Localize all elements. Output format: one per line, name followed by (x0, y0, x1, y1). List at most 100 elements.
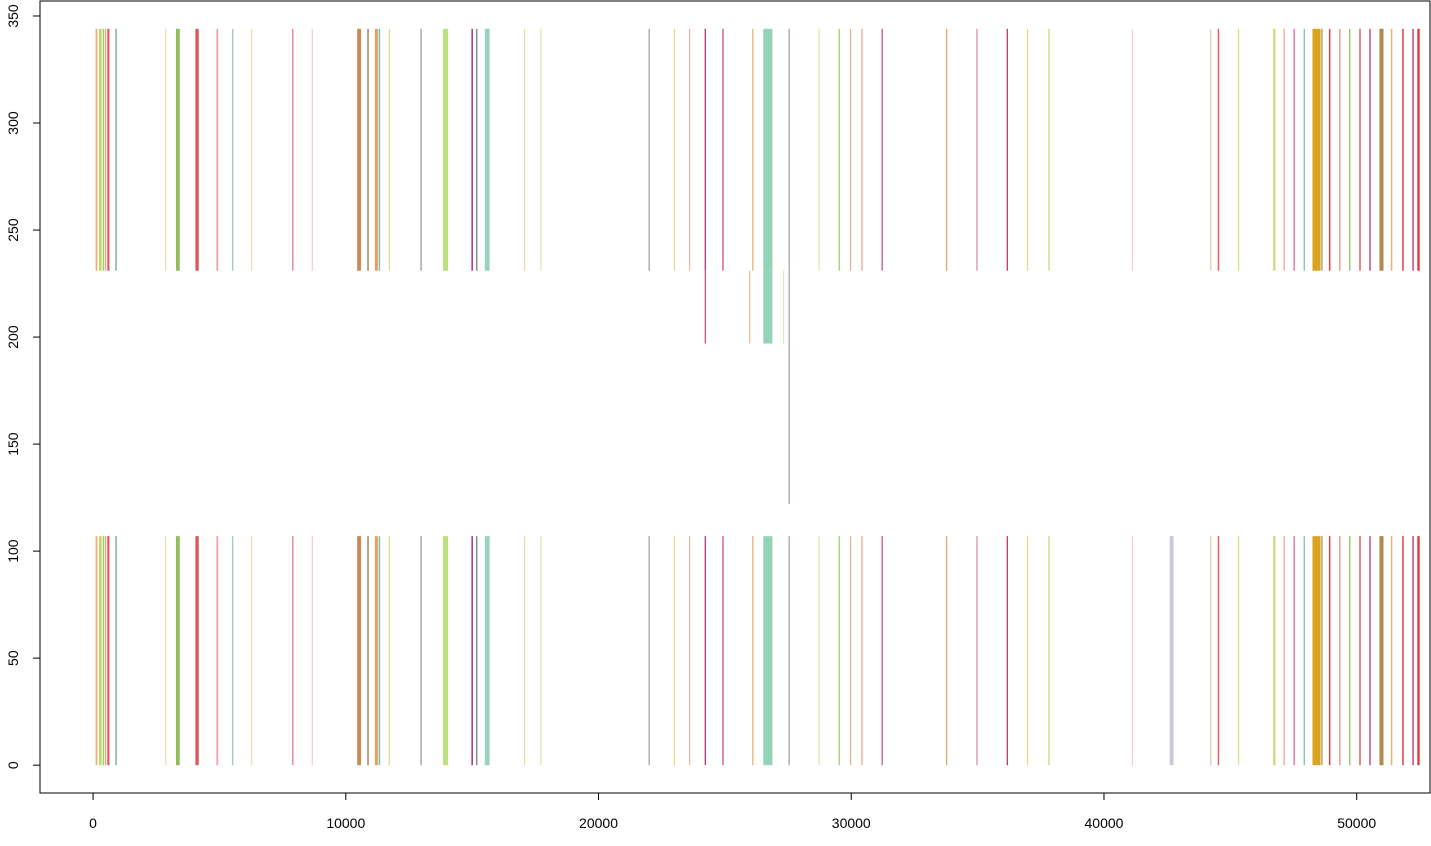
bar-segment (357, 28, 361, 271)
bar-segment (1273, 536, 1276, 766)
bar-segment (838, 28, 840, 271)
bar-segment (540, 536, 542, 766)
bar-segment (881, 536, 883, 766)
bar-segment (1283, 536, 1285, 766)
bar-segment (1359, 536, 1361, 766)
plot-frame (39, 0, 1431, 794)
bar-segment (195, 536, 199, 766)
bar-segment (976, 28, 978, 271)
bar-segment (1293, 536, 1295, 766)
bar-segment-extension (763, 270, 773, 344)
bar-segment (1006, 28, 1008, 271)
bar-segment (1369, 28, 1371, 271)
bar-segment (1379, 28, 1384, 271)
bar-segment (722, 536, 724, 766)
bar-segment (704, 536, 706, 766)
bar-segment (976, 536, 978, 766)
bar-segment (704, 28, 706, 271)
bar-segment (1312, 536, 1321, 766)
bar-segment (1293, 28, 1295, 271)
bar-segment (1303, 536, 1305, 766)
bar-segment (1349, 536, 1351, 766)
bar-segment (788, 536, 790, 766)
bar-segment (861, 536, 863, 766)
bar-segment (1217, 28, 1220, 271)
bar-segment (849, 536, 852, 766)
bar-segment (849, 28, 852, 271)
y-tick-label: 300 (5, 111, 21, 135)
bar-segment (104, 28, 107, 271)
bar-segment (752, 536, 754, 766)
bar-segment (95, 28, 98, 271)
bar-segment (1210, 536, 1212, 766)
bar-segment (1048, 28, 1050, 271)
bar-segment (475, 536, 478, 766)
bar-segment (475, 28, 478, 271)
y-tick-label: 350 (5, 4, 21, 28)
bar-segment (471, 536, 473, 766)
bar-segment (1369, 536, 1371, 766)
bar-segment (1237, 536, 1240, 766)
bar-segment (311, 536, 313, 766)
bar-segment (443, 536, 449, 766)
bar-segment (443, 28, 449, 271)
bar-segment (946, 28, 948, 271)
bar-segments (95, 28, 1420, 766)
bar-segment (1417, 536, 1420, 766)
bar-segment (232, 536, 234, 766)
bar-segment (1210, 28, 1212, 271)
bar-segment (673, 28, 676, 271)
bar-segment (195, 28, 199, 271)
y-tick-label: 100 (5, 539, 21, 563)
bar-segment-extension (748, 270, 751, 344)
bar-segment (1217, 536, 1220, 766)
bar-segment (763, 536, 773, 766)
bar-segment (107, 536, 110, 766)
bar-segment (722, 28, 724, 271)
bar-segment-extension (704, 270, 706, 344)
bar-segment (788, 28, 790, 271)
bar-segment (420, 28, 422, 271)
bar-segment (232, 28, 234, 271)
bar-segment (818, 536, 820, 766)
y-tick-label: 150 (5, 432, 21, 456)
bar-segment (1169, 536, 1174, 766)
bar-segment (1379, 536, 1384, 766)
bar-segment (1273, 28, 1276, 271)
x-tick-label: 10000 (326, 815, 365, 831)
bar-segment (175, 536, 180, 766)
bar-segment (1412, 28, 1414, 271)
bar-segment (540, 28, 542, 271)
bar-segment (95, 536, 98, 766)
bar-segment (1026, 28, 1029, 271)
bar-segment (175, 28, 180, 271)
y-tick-label: 250 (5, 218, 21, 242)
bar-segment (374, 28, 378, 271)
bar-segment (165, 536, 167, 766)
bar-segment (1328, 536, 1331, 766)
bar-segment (1349, 28, 1351, 271)
bar-segment (1390, 28, 1393, 271)
bar-segment (357, 536, 361, 766)
bar-segment (216, 28, 219, 271)
axes: 0 10000 20000 30000 40000 50000 0 50 100 150 200 25… (5, 0, 1431, 831)
bar-segment (861, 28, 863, 271)
bar-segment (216, 536, 219, 766)
bar-segment (378, 28, 381, 271)
bar-segment (752, 28, 754, 271)
bar-segment (1131, 536, 1133, 766)
bar-segment (523, 28, 526, 271)
y-tick-label: 50 (5, 650, 21, 666)
bar-segment (104, 536, 107, 766)
x-tick-label: 40000 (1085, 815, 1124, 831)
bar-segment (292, 28, 294, 271)
bar-segment (102, 28, 105, 271)
bar-segment (1321, 536, 1323, 766)
bar-segment (1237, 28, 1240, 271)
bar-segment (107, 28, 110, 271)
bar-segment (1390, 536, 1393, 766)
bar-segment (1402, 28, 1404, 271)
bar-segment (1006, 536, 1008, 766)
bar-segment (1321, 28, 1323, 271)
